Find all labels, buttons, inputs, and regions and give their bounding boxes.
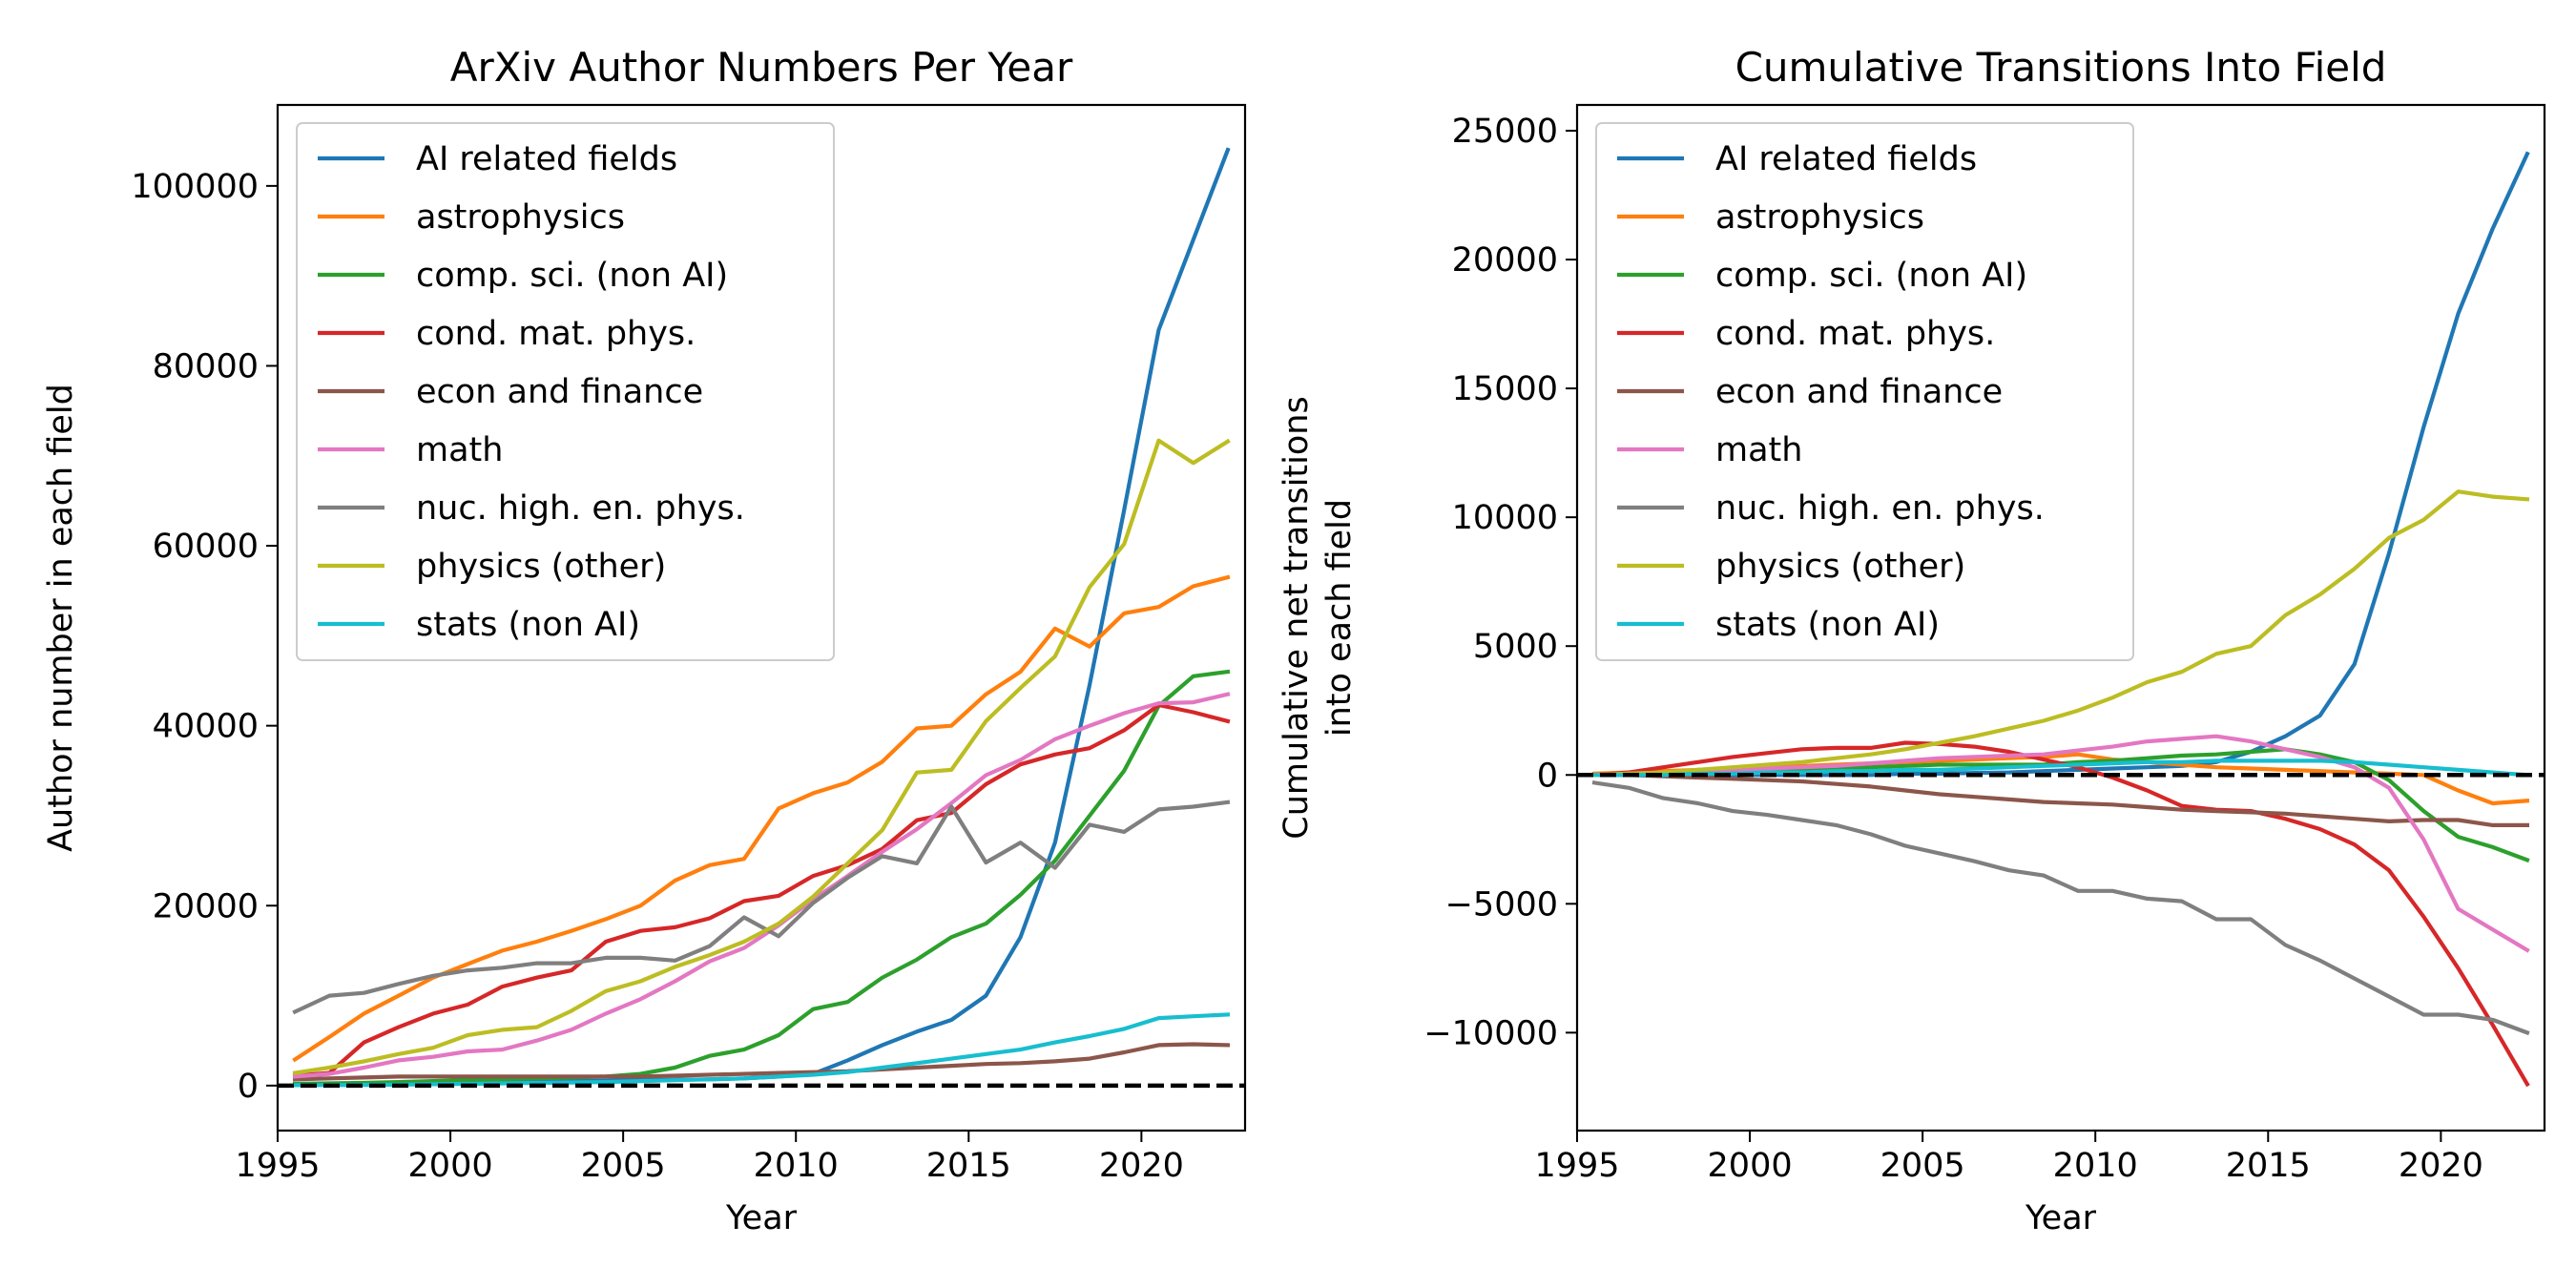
x-tick-label: 2005 <box>581 1147 666 1185</box>
y-tick-label: 25000 <box>1452 113 1558 151</box>
legend-label: AI related fields <box>416 140 677 178</box>
x-tick-label: 1995 <box>1534 1147 1619 1185</box>
series-line-cond-mat-phys <box>1591 740 2530 1088</box>
legend-label: cond. mat. phys. <box>1715 315 1995 353</box>
series-line-econ-and-finance <box>292 1042 1231 1082</box>
y-axis-label: Author number in each field <box>42 384 80 852</box>
y-tick-label: 5000 <box>1473 628 1558 666</box>
x-tick-label: 2010 <box>754 1147 839 1185</box>
y-axis-label: into each field <box>1320 499 1359 737</box>
y-tick-label: 20000 <box>1452 241 1558 280</box>
chart-author-numbers: 1995 2000 2005 2010 2015 2020 0 20000 40000 60000… <box>42 44 1247 1237</box>
series-line-physics-other <box>1591 489 2530 778</box>
plot-area <box>1577 151 2545 1088</box>
legend: AI related fields astrophysics comp. sci. … <box>1595 122 2134 661</box>
x-tick-label: 2020 <box>2399 1147 2483 1185</box>
series-line-cond-mat-phys <box>292 702 1231 1078</box>
y-tick-label: 100000 <box>131 168 259 206</box>
y-tick-label: 20000 <box>153 887 259 925</box>
x-tick-label: 2015 <box>926 1147 1011 1185</box>
y-tick-label: 15000 <box>1452 370 1558 408</box>
x-axis-label: Year <box>725 1199 798 1237</box>
legend-label: econ and finance <box>416 373 703 411</box>
series-line-math <box>292 692 1231 1079</box>
chart-title: Cumulative Transitions Into Field <box>1735 44 2387 91</box>
y-tick-label: 0 <box>1537 757 1558 795</box>
x-tick-label: 2005 <box>1880 1147 1965 1185</box>
legend-label: comp. sci. (non AI) <box>416 257 728 295</box>
x-tick-label: 2000 <box>408 1147 493 1185</box>
legend-label: math <box>416 431 503 469</box>
axes-frame <box>1575 103 2546 1132</box>
y-axis-label: Cumulative net transitions <box>1278 396 1316 839</box>
legend-box <box>296 122 835 661</box>
y-tick-label: 0 <box>238 1068 259 1106</box>
series-line-astrophysics <box>292 574 1231 1063</box>
series-line-econ-and-finance <box>1591 773 2529 828</box>
x-tick-label: 1995 <box>235 1147 320 1185</box>
chart-title: ArXiv Author Numbers Per Year <box>450 44 1073 91</box>
legend-label: stats (non AI) <box>416 606 640 644</box>
x-tick-label: 2020 <box>1099 1147 1184 1185</box>
y-tick-label: 80000 <box>153 347 259 385</box>
legend-label: econ and finance <box>1715 373 2003 411</box>
chart-cumulative-transitions: 1995 2000 2005 2010 2015 2020 −10000 −5000 0 5000… <box>1278 44 2546 1237</box>
axes-frame <box>276 103 1247 1132</box>
series-line-nuc-high-en-phys <box>292 800 1231 1015</box>
x-axis-label: Year <box>2025 1199 2097 1237</box>
y-tick-label: 10000 <box>1452 499 1558 537</box>
legend: AI related fields astrophysics comp. sci. … <box>296 122 835 661</box>
legend-label: physics (other) <box>416 548 666 586</box>
series-line-math <box>1591 734 2530 953</box>
y-tick-label: 40000 <box>153 708 259 746</box>
legend-label: AI related fields <box>1715 140 1977 178</box>
y-tick-label: 60000 <box>153 528 259 566</box>
legend-label: nuc. high. en. phys. <box>416 489 745 528</box>
legend-label: stats (non AI) <box>1715 606 1940 644</box>
legend-label: comp. sci. (non AI) <box>1715 257 2027 295</box>
legend-label: math <box>1715 431 1802 469</box>
legend-label: physics (other) <box>1715 548 1965 586</box>
x-tick-label: 2000 <box>1708 1147 1793 1185</box>
x-tick-label: 2015 <box>2226 1147 2311 1185</box>
series-line-comp-sci-non-ai <box>292 669 1231 1087</box>
y-tick-label: −5000 <box>1445 885 1558 924</box>
series-line-physics-other <box>292 438 1231 1075</box>
series-line-nuc-high-en-phys <box>1591 780 2530 1036</box>
legend-box <box>1595 122 2134 661</box>
y-tick-label: −10000 <box>1423 1014 1558 1052</box>
x-tick-label: 2010 <box>2053 1147 2138 1185</box>
legend-label: astrophysics <box>1715 198 1924 237</box>
legend-label: astrophysics <box>416 198 625 237</box>
legend-label: nuc. high. en. phys. <box>1715 489 2045 528</box>
legend-label: cond. mat. phys. <box>416 315 696 353</box>
plot-area <box>278 147 1245 1089</box>
